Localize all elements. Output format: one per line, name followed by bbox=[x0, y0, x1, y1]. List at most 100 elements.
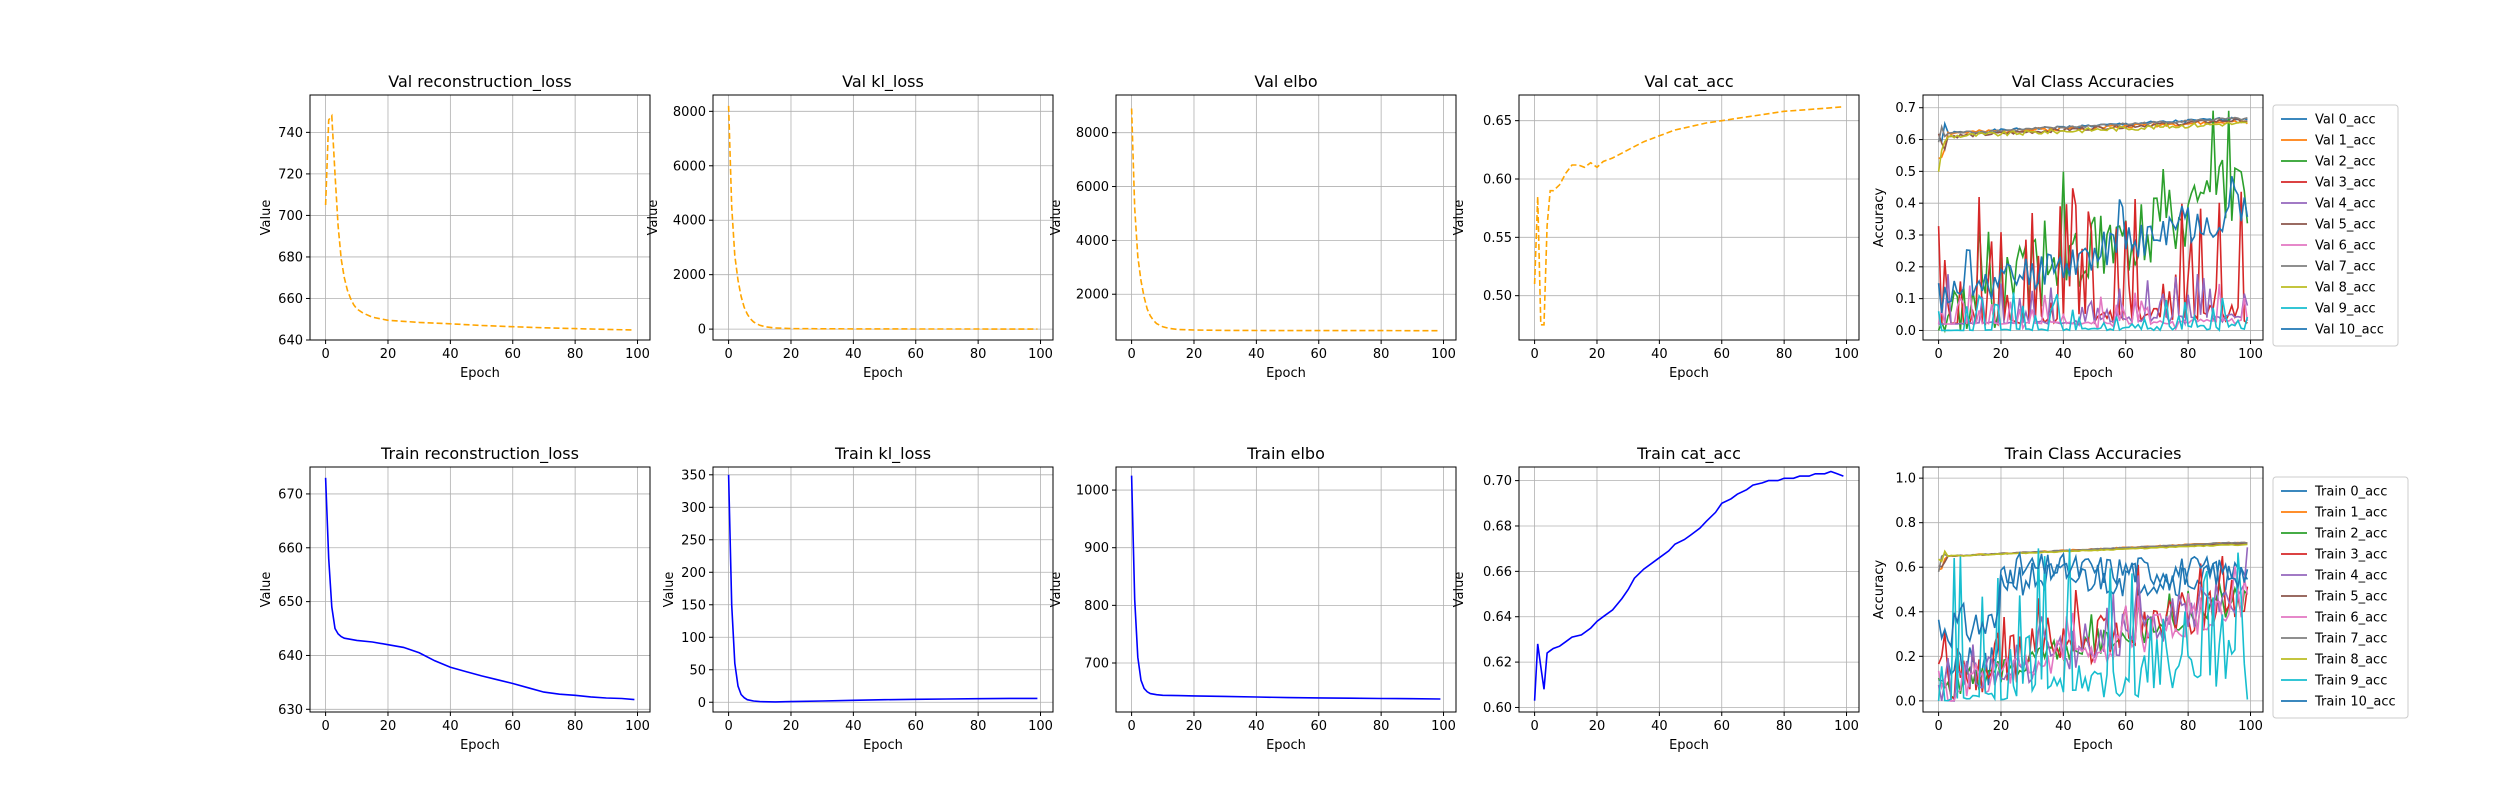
x-tick-label: 80 bbox=[970, 347, 987, 362]
y-tick-label: 0.8 bbox=[1895, 516, 1916, 531]
x-axis-label: Epoch bbox=[1669, 366, 1709, 381]
y-axis-label: Value bbox=[662, 572, 677, 608]
legend-label: Train 10_acc bbox=[2314, 695, 2396, 710]
y-tick-label: 0.64 bbox=[1483, 610, 1512, 625]
y-axis-label: Value bbox=[1452, 200, 1467, 236]
axes-frame bbox=[1115, 466, 1457, 713]
x-tick-label: 20 bbox=[783, 719, 800, 734]
y-axis-label: Value bbox=[646, 200, 661, 236]
x-tick-label: 100 bbox=[1028, 347, 1053, 362]
y-tick-label: 100 bbox=[681, 631, 706, 646]
legend-label: Val 3_acc bbox=[2315, 176, 2376, 191]
x-tick-label: 20 bbox=[380, 347, 397, 362]
y-tick-label: 250 bbox=[681, 533, 706, 548]
legend-label: Train 1_acc bbox=[2314, 506, 2387, 521]
x-tick-label: 60 bbox=[2117, 719, 2134, 734]
legend-label: Val 10_acc bbox=[2315, 323, 2384, 338]
legend-label: Train 0_acc bbox=[2314, 485, 2387, 500]
subplot-2: 0 20 40 60 80 100 0 2000 4000 6000 8000 Val kl_loss… bbox=[646, 72, 1054, 381]
x-tick-label: 60 bbox=[1310, 719, 1327, 734]
legend-label: Train 6_acc bbox=[2314, 611, 2387, 626]
axes-frame bbox=[1518, 466, 1860, 713]
x-tick-label: 100 bbox=[1834, 347, 1859, 362]
chart-title: Train elbo bbox=[1246, 444, 1325, 463]
y-tick-label: 8000 bbox=[1076, 126, 1109, 141]
x-tick-label: 40 bbox=[1248, 347, 1265, 362]
x-tick-label: 80 bbox=[1776, 719, 1793, 734]
subplot-1: 0 20 40 60 80 100 640 660 680 700 720 740 Val recons… bbox=[259, 72, 651, 381]
legend-label: Val 8_acc bbox=[2315, 281, 2376, 296]
x-tick-label: 100 bbox=[1431, 719, 1456, 734]
x-axis-label: Epoch bbox=[2073, 366, 2113, 381]
x-tick-label: 40 bbox=[2055, 719, 2072, 734]
y-tick-label: 0 bbox=[698, 323, 706, 338]
x-axis-label: Epoch bbox=[863, 738, 903, 753]
y-tick-label: 0.7 bbox=[1895, 101, 1916, 116]
chart-title: Train kl_loss bbox=[834, 444, 931, 464]
x-axis-label: Epoch bbox=[460, 366, 500, 381]
series-line-11 bbox=[1937, 550, 2249, 649]
y-tick-label: 0.1 bbox=[1895, 292, 1916, 307]
legend-label: Val 4_acc bbox=[2315, 197, 2376, 212]
y-tick-label: 0.68 bbox=[1483, 519, 1512, 534]
y-tick-label: 0.2 bbox=[1895, 260, 1916, 275]
x-tick-label: 80 bbox=[1776, 347, 1793, 362]
chart-title: Val Class Accuracies bbox=[2012, 72, 2174, 91]
series-line-5 bbox=[1938, 274, 2249, 327]
y-tick-label: 0.60 bbox=[1483, 173, 1512, 188]
x-tick-label: 40 bbox=[442, 347, 459, 362]
subplot-10: 0 20 40 60 80 100 0.0 0.2 0.4 0.6 0.8 1.0 Train Clas… bbox=[1872, 444, 2409, 753]
series-line-1 bbox=[727, 474, 1038, 703]
y-tick-label: 4000 bbox=[1076, 234, 1109, 249]
y-tick-label: 0 bbox=[698, 696, 706, 711]
subplot-7: 0 20 40 60 80 100 0 50 100 150 200 250 300 350 Train k… bbox=[662, 444, 1054, 753]
x-tick-label: 100 bbox=[2238, 347, 2263, 362]
legend-label: Val 1_acc bbox=[2315, 134, 2376, 149]
series-line-7 bbox=[1937, 566, 2249, 702]
x-tick-label: 0 bbox=[1127, 347, 1135, 362]
y-tick-label: 2000 bbox=[1076, 288, 1109, 303]
y-tick-label: 0.55 bbox=[1483, 231, 1512, 246]
x-tick-label: 20 bbox=[1993, 719, 2010, 734]
y-tick-label: 0.62 bbox=[1483, 656, 1512, 671]
y-tick-label: 650 bbox=[278, 595, 303, 610]
x-tick-label: 60 bbox=[2117, 347, 2134, 362]
series-line-8 bbox=[1937, 116, 2248, 143]
legend-label: Train 3_acc bbox=[2314, 548, 2387, 563]
x-tick-label: 80 bbox=[567, 347, 584, 362]
legend-label: Val 7_acc bbox=[2315, 260, 2376, 275]
axes-frame bbox=[712, 94, 1054, 341]
y-tick-label: 350 bbox=[681, 468, 706, 483]
y-tick-label: 1000 bbox=[1076, 484, 1109, 499]
x-tick-label: 0 bbox=[1530, 347, 1538, 362]
y-axis-label: Accuracy bbox=[1872, 188, 1887, 248]
subplot-9: 0 20 40 60 80 100 0.60 0.62 0.64 0.66 0.68 0.70 Trai… bbox=[1452, 444, 1860, 753]
y-tick-label: 680 bbox=[278, 250, 303, 265]
x-tick-label: 80 bbox=[2180, 719, 2197, 734]
x-tick-label: 40 bbox=[845, 719, 862, 734]
y-tick-label: 0.5 bbox=[1895, 165, 1916, 180]
legend-label: Train 5_acc bbox=[2314, 590, 2387, 605]
chart-title: Val reconstruction_loss bbox=[388, 72, 572, 92]
y-tick-label: 0.6 bbox=[1895, 561, 1916, 576]
chart-title: Val cat_acc bbox=[1644, 72, 1733, 92]
x-tick-label: 20 bbox=[380, 719, 397, 734]
y-axis-label: Accuracy bbox=[1872, 560, 1887, 620]
axes-frame bbox=[309, 466, 651, 713]
axes-frame bbox=[1115, 94, 1457, 341]
x-tick-label: 40 bbox=[442, 719, 459, 734]
legend-label: Val 5_acc bbox=[2315, 218, 2376, 233]
y-tick-label: 0.65 bbox=[1483, 114, 1512, 129]
series-line-1 bbox=[1130, 108, 1441, 332]
legend-box bbox=[2272, 476, 2409, 719]
subplot-8: 0 20 40 60 80 100 700 800 900 1000 Train elbo Epoch… bbox=[1049, 444, 1457, 753]
subplot-4: 0 20 40 60 80 100 0.50 0.55 0.60 0.65 Val cat_acc E… bbox=[1452, 72, 1860, 381]
y-tick-label: 0.66 bbox=[1483, 565, 1512, 580]
y-tick-label: 0.4 bbox=[1895, 605, 1916, 620]
x-tick-label: 80 bbox=[970, 719, 987, 734]
x-tick-label: 80 bbox=[2180, 347, 2197, 362]
y-tick-label: 630 bbox=[278, 703, 303, 718]
series-line-1 bbox=[1938, 560, 2249, 686]
y-tick-label: 2000 bbox=[673, 268, 706, 283]
series-line-9 bbox=[1937, 121, 2248, 172]
